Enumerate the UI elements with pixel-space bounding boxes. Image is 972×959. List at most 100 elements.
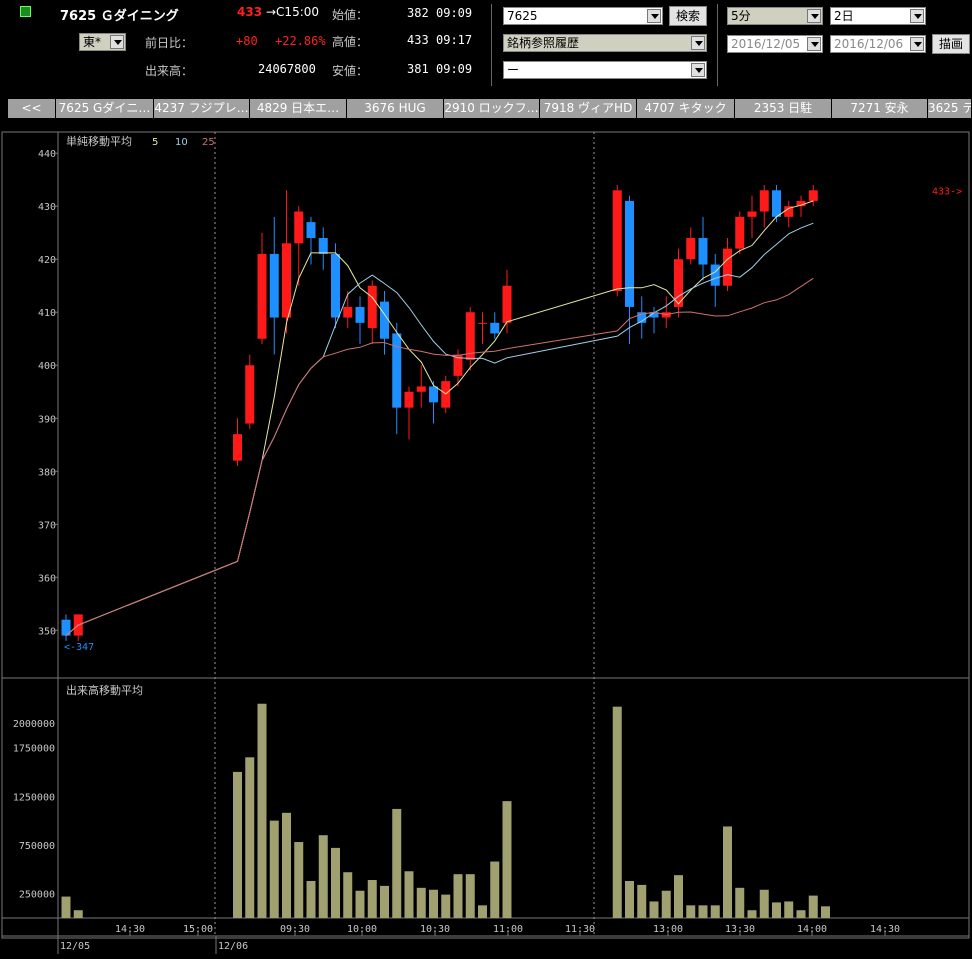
time-tick-label: 14:00	[797, 924, 827, 935]
time-tick-label: 15:00	[183, 924, 213, 935]
candle-body	[674, 259, 683, 307]
chart-area: 350 360 370 380 390 400 410 420 430 440 250000 7500…	[0, 128, 972, 956]
volume-value: 24067800	[258, 62, 316, 76]
ma-period-10: 10	[175, 137, 188, 148]
draw-button[interactable]: 描画	[932, 34, 970, 54]
price-tick-label: 350	[38, 626, 56, 637]
price-tick-label: 400	[38, 361, 56, 372]
candle-body	[429, 386, 438, 403]
volume-bar	[625, 880, 634, 918]
candle-body	[637, 312, 647, 323]
time-tick-label: 13:00	[653, 924, 683, 935]
low-label: 安値：	[332, 64, 369, 78]
volume-tick-label: 750000	[19, 841, 55, 852]
ma5-line	[65, 200, 814, 636]
price-time: →C15:00	[266, 5, 320, 19]
volume-bar	[772, 902, 781, 918]
volume-tick-label: 1250000	[13, 792, 55, 803]
ma25-line	[65, 277, 814, 636]
candle-body	[392, 333, 402, 408]
volume-bar	[453, 874, 463, 918]
exchange-select[interactable]: 東*	[79, 33, 126, 51]
tab-stock-5[interactable]: 2910 ロックフ…	[444, 99, 540, 118]
tab-stock-9[interactable]: 7271 安永	[832, 99, 928, 118]
volume-bar	[416, 887, 426, 918]
change-value: +80	[236, 34, 258, 48]
code-input[interactable]: 7625	[503, 7, 663, 25]
tab-stock-8[interactable]: 2353 日駐	[735, 99, 832, 118]
candle-body	[625, 200, 634, 307]
candle-body	[478, 322, 487, 324]
volume-bar	[61, 896, 71, 918]
prev-close-marker: <-347	[64, 642, 94, 653]
tab-stock-7[interactable]: 4707 キタック	[637, 99, 735, 118]
last-price-marker: 433->	[932, 186, 962, 197]
header-divider	[491, 4, 492, 86]
volume-bar	[490, 861, 500, 918]
tab-stock-1[interactable]: 7625 Gダイニ…	[56, 99, 154, 118]
candle-body	[808, 190, 818, 201]
volume-bar	[796, 910, 806, 918]
ma-period-5: 5	[152, 137, 158, 148]
chart-frame	[1, 131, 970, 939]
high-label: 高値：	[332, 35, 369, 49]
time-tick-label: 10:30	[420, 924, 450, 935]
volume-tick-label: 2000000	[13, 719, 55, 730]
stock-name: 7625 Ｇダイニング	[60, 9, 179, 24]
date-to-select[interactable]: 2016/12/06	[830, 35, 926, 53]
volume-bar	[784, 901, 794, 918]
volume-bar	[821, 906, 830, 918]
price-volume-chart: 350 360 370 380 390 400 410 420 430 440 250000 7500…	[1, 131, 970, 954]
tab-stock-6[interactable]: 7918 ヴィアHD	[540, 99, 637, 118]
volume-bar	[747, 910, 757, 918]
candle-body	[416, 386, 426, 392]
tab-back-button[interactable]: <<	[8, 99, 56, 118]
open-label: 始値：	[332, 8, 369, 22]
candle-body	[735, 216, 745, 249]
volume-bar	[331, 847, 340, 918]
search-button[interactable]: 検索	[669, 6, 707, 26]
days-select[interactable]: 2日	[830, 7, 926, 25]
price-tick-label: 420	[38, 255, 56, 266]
tab-stock-3[interactable]: 4829 日本エ…	[250, 99, 347, 118]
low-time: 09:09	[436, 62, 473, 76]
candle-body	[612, 190, 622, 292]
candle-body	[502, 285, 512, 323]
tab-stock-2[interactable]: 4237 フジプレ…	[154, 99, 250, 118]
candle-body	[331, 253, 340, 318]
change-label: 前日比：	[145, 36, 194, 50]
date-from-select[interactable]: 2016/12/05	[727, 35, 823, 53]
volume-tick-label: 1750000	[13, 744, 55, 755]
time-tick-label: 14:30	[870, 924, 900, 935]
candle-body	[453, 354, 463, 376]
candle-body	[257, 253, 267, 339]
candle-body	[772, 190, 781, 217]
time-tick-label: 13:30	[725, 924, 755, 935]
volume-bar	[392, 808, 402, 918]
volume-bar	[257, 703, 267, 918]
candle-body	[294, 211, 304, 244]
history-select[interactable]: 銘柄参照履歴	[503, 34, 707, 52]
history-tab-bar: << 7625 Gダイニ… 4237 フジプレ… 4829 日本エ… 3676 HUG 2…	[0, 99, 972, 119]
tab-stock-4[interactable]: 3676 HUG	[347, 99, 444, 118]
tab-stock-10[interactable]: 3625 テ	[928, 99, 972, 118]
volume-tick-label: 250000	[19, 890, 55, 901]
volume-bar	[612, 706, 622, 918]
price-tick-label: 380	[38, 467, 56, 478]
interval-select[interactable]: 5分	[727, 7, 823, 25]
open-value: 382	[407, 6, 429, 20]
volume-bar	[686, 905, 696, 918]
sub-select[interactable]: ー	[503, 61, 707, 79]
ma10-line	[65, 222, 814, 636]
volume-bar	[698, 905, 708, 918]
volume-title: 出来高移動平均	[66, 683, 143, 697]
candle-body	[723, 248, 732, 286]
candle-body	[282, 243, 291, 318]
volume-bar	[306, 880, 316, 918]
volume-bar	[661, 890, 671, 918]
candle-body	[367, 285, 377, 329]
candle-body	[686, 238, 696, 260]
high-time: 09:17	[436, 33, 473, 47]
candle-body	[784, 206, 794, 217]
volume-bar	[233, 771, 242, 918]
